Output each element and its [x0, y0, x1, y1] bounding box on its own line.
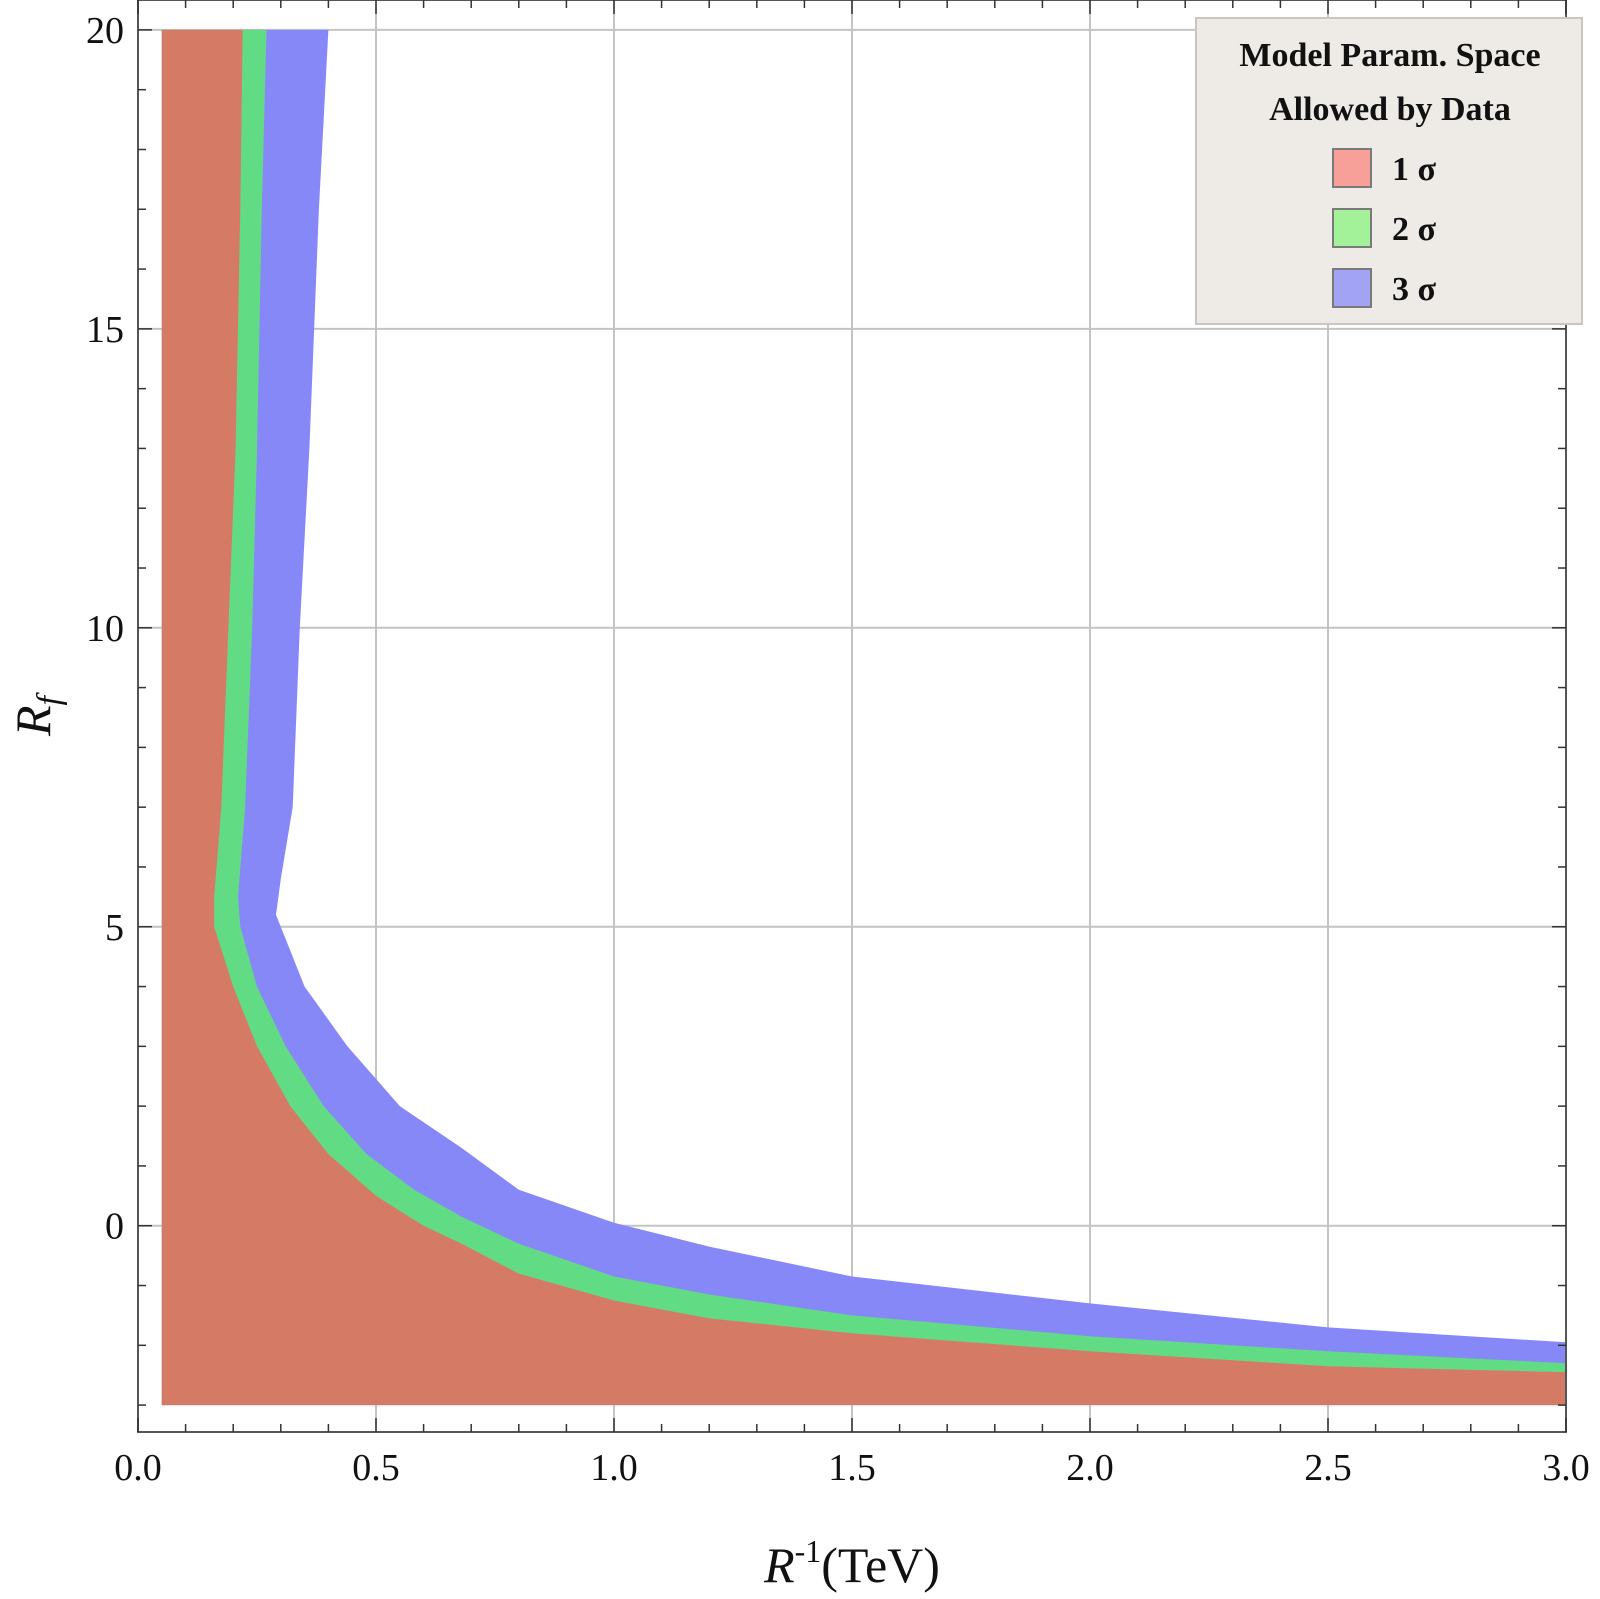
legend-entry-label: 3 σ: [1392, 271, 1437, 308]
x-tick-label: 2.5: [1304, 1447, 1352, 1489]
x-tick-label: 0.0: [114, 1447, 162, 1489]
legend-swatch: [1332, 208, 1372, 248]
x-axis-title: R-1(TeV): [763, 1533, 940, 1593]
area-1-sigma: [161, 29, 1566, 1406]
legend-title: Model Param. Space: [1239, 37, 1540, 74]
y-tick-label: 0: [105, 1206, 124, 1248]
tick-labels: 0.0 0.5 1.0 1.5 2.0 2.5 3.0 0 5 10 15 20: [86, 10, 1590, 1489]
y-tick-label: 10: [86, 608, 124, 650]
x-tick-label: 2.0: [1066, 1447, 1114, 1489]
y-tick-label: 15: [86, 309, 124, 351]
legend-box: [1195, 17, 1583, 325]
x-tick-label: 1.0: [590, 1447, 638, 1489]
y-tick-label: 20: [86, 10, 124, 52]
legend-entry-label: 1 σ: [1392, 151, 1437, 188]
x-tick-label: 3.0: [1542, 1447, 1590, 1489]
legend: Model Param. Space Allowed by Data 1 σ 2 σ 3…: [1195, 17, 1583, 325]
y-tick-label: 5: [105, 907, 124, 949]
legend-swatch: [1332, 148, 1372, 188]
legend-swatch: [1332, 268, 1372, 308]
y-axis-title: Rf: [5, 691, 68, 737]
legend-title: Allowed by Data: [1269, 91, 1511, 128]
x-tick-label: 0.5: [352, 1447, 400, 1489]
x-tick-label: 1.5: [828, 1447, 876, 1489]
legend-entry-label: 2 σ: [1392, 211, 1437, 248]
plot-areas: [161, 29, 1566, 1406]
